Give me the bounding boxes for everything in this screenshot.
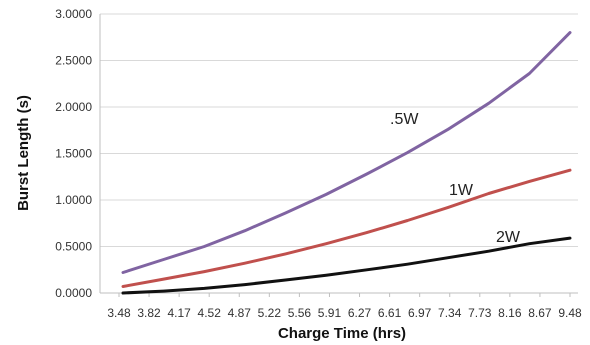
x-axis-title: Charge Time (hrs)	[278, 325, 406, 342]
y-tick-label: 0.0000	[55, 286, 92, 300]
x-tick-label: 3.82	[137, 306, 161, 320]
x-tick-label: 3.48	[107, 306, 131, 320]
y-tick-label: 3.0000	[55, 7, 92, 21]
x-tick-label: 4.52	[198, 306, 222, 320]
x-tick-label: 7.73	[468, 306, 492, 320]
series-lines	[121, 31, 572, 295]
x-tick-label: 6.97	[408, 306, 432, 320]
grid-lines	[100, 13, 578, 247]
series-line	[121, 236, 572, 295]
x-tick-label: 6.61	[378, 306, 402, 320]
x-tick-label: 6.27	[348, 306, 372, 320]
y-tick-label: 1.0000	[55, 193, 92, 207]
x-tick-label: 8.16	[498, 306, 522, 320]
x-tick-label: 9.48	[558, 306, 582, 320]
y-tick-label: 0.5000	[55, 240, 92, 254]
x-tick-label: 8.67	[528, 306, 552, 320]
series-line	[121, 168, 572, 288]
y-tick-label: 2.5000	[55, 54, 92, 68]
series-labels: .5W 1W 2W	[390, 111, 521, 246]
y-axis-title: Burst Length (s)	[15, 95, 32, 211]
series-label: 1W	[449, 182, 474, 199]
x-tick-label: 4.17	[167, 306, 191, 320]
y-tick-label: 1.5000	[55, 147, 92, 161]
axes	[99, 14, 578, 297]
x-tick-label: 5.91	[318, 306, 342, 320]
series-line	[121, 31, 572, 274]
x-tick-label: 7.34	[438, 306, 462, 320]
series-label: .5W	[390, 111, 419, 128]
x-tick-label: 5.56	[288, 306, 312, 320]
series-label: 2W	[496, 229, 521, 246]
x-tick-label: 5.22	[258, 306, 282, 320]
x-tick-labels: 3.48 3.82 4.17 4.52 4.87 5.22 5.56 5.91 6.27 6.61…	[107, 306, 582, 320]
y-tick-labels: 0.0000 0.5000 1.0000 1.5000 2.0000 2.5000 3.00…	[55, 7, 92, 300]
y-tick-label: 2.0000	[55, 100, 92, 114]
x-tick-label: 4.87	[228, 306, 252, 320]
